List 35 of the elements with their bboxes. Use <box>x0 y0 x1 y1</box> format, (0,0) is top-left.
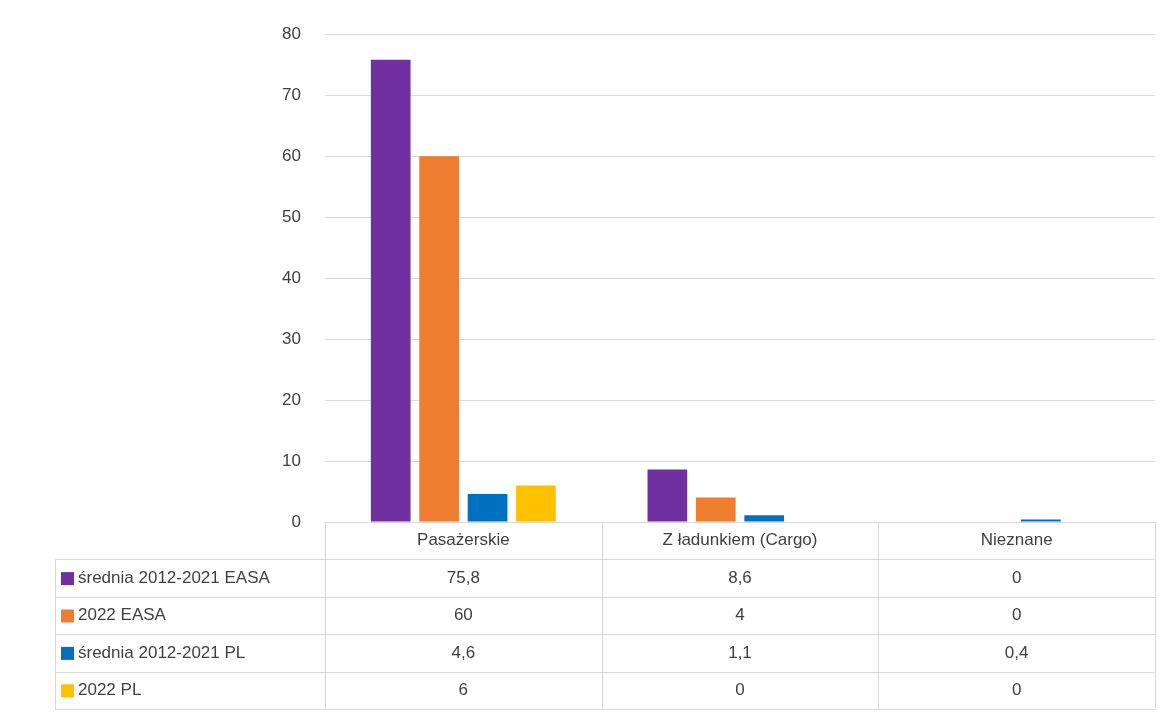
x-tick-label: Nieznane <box>980 530 1053 550</box>
legend-label: 2022 PL <box>78 679 142 699</box>
data-label: 0 <box>735 679 745 699</box>
data-label: 0 <box>1011 605 1022 625</box>
y-tick-label: 20 <box>282 389 301 409</box>
y-tick-label: 80 <box>282 23 301 43</box>
x-tick-label: Pasażerskie <box>417 530 510 550</box>
y-tick-label: 10 <box>282 450 301 470</box>
data-label: 4,6 <box>451 642 476 662</box>
bar <box>516 485 556 522</box>
data-label: 4 <box>735 605 745 625</box>
data-label: 0 <box>1011 567 1022 587</box>
data-label: 6 <box>458 679 469 699</box>
legend-label: średnia 2012-2021 EASA <box>78 567 271 587</box>
bar <box>419 156 459 522</box>
bar <box>744 515 785 522</box>
y-tick-label: 50 <box>282 206 301 226</box>
data-label: 0,4 <box>1004 642 1029 662</box>
y-tick-label: 0 <box>291 511 301 531</box>
data-label: 75,8 <box>446 567 480 587</box>
x-tick-label: Z ładunkiem (Cargo) <box>662 530 818 550</box>
legend-label: 2022 EASA <box>78 605 167 625</box>
y-tick-label: 40 <box>282 267 301 287</box>
y-tick-label: 60 <box>282 145 301 165</box>
bar <box>695 497 736 522</box>
bar <box>467 493 508 522</box>
legend-label: średnia 2012-2021 PL <box>78 642 246 662</box>
bar <box>647 469 688 522</box>
data-label: 1,1 <box>728 642 752 662</box>
y-tick-label: 30 <box>282 328 301 348</box>
data-label: 0 <box>1011 679 1022 699</box>
y-tick-label: 70 <box>282 84 301 104</box>
data-label: 60 <box>453 605 473 625</box>
data-label: 8,6 <box>728 567 752 587</box>
bar <box>370 59 411 522</box>
